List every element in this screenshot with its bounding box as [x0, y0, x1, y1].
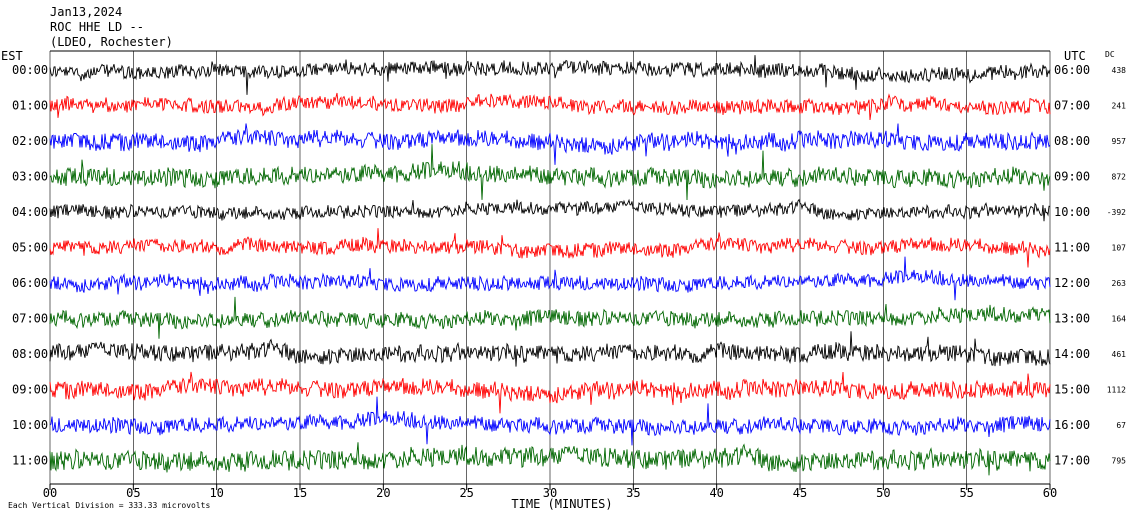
utc-hour-label: 12:00	[1054, 276, 1090, 290]
trace-row-0400	[49, 198, 1051, 222]
chart-date: Jan13,2024	[50, 5, 122, 19]
est-hour-label: 05:00	[12, 241, 48, 255]
right-timezone-label: UTC	[1064, 49, 1086, 63]
est-hour-label: 03:00	[12, 170, 48, 184]
dc-offset-value: 461	[1112, 350, 1127, 359]
x-tick-label: 35	[626, 486, 640, 500]
est-hour-label: 11:00	[12, 454, 48, 468]
dc-offset-value: 107	[1112, 244, 1127, 253]
dc-offset-value: 1112	[1107, 386, 1126, 395]
trace-row-0000	[49, 55, 1051, 95]
x-tick-label: 40	[709, 486, 723, 500]
x-tick-label: 55	[959, 486, 973, 500]
trace-row-0300	[49, 144, 1051, 201]
dc-offset-value: 67	[1116, 421, 1126, 430]
dc-column-header: DC	[1105, 50, 1115, 59]
dc-offset-value: 438	[1112, 66, 1127, 75]
dc-offset-value: 872	[1112, 173, 1127, 182]
x-tick-label: 25	[459, 486, 473, 500]
trace-row-0700	[49, 296, 1051, 339]
dc-offset-value: -392	[1107, 208, 1126, 217]
est-hour-label: 04:00	[12, 205, 48, 219]
trace-row-0500	[49, 228, 1051, 268]
x-tick-label: 45	[793, 486, 807, 500]
x-tick-label: 50	[876, 486, 890, 500]
dc-offset-value: 164	[1112, 315, 1127, 324]
dc-offset-value: 263	[1112, 279, 1127, 288]
est-hour-label: 07:00	[12, 312, 48, 326]
row-labels: 00:00 06:00 438 01:00 07:00 241 02:00 08:00 957 0…	[12, 63, 1126, 468]
x-tick-label: 15	[293, 486, 307, 500]
left-timezone-label: EST	[1, 49, 23, 63]
utc-hour-label: 16:00	[1054, 418, 1090, 432]
trace-row-1100	[49, 442, 1051, 476]
utc-hour-label: 07:00	[1054, 99, 1090, 113]
est-hour-label: 02:00	[12, 134, 48, 148]
x-tick-label: 05	[126, 486, 140, 500]
trace-row-0800	[49, 331, 1051, 367]
x-tick-label: 60	[1043, 486, 1057, 500]
utc-hour-label: 06:00	[1054, 63, 1090, 77]
x-axis-title: TIME (MINUTES)	[511, 497, 612, 511]
trace-row-1000	[49, 396, 1051, 446]
dc-offset-value: 241	[1112, 102, 1127, 111]
x-tick-label: 00	[43, 486, 57, 500]
dc-offset-value: 795	[1112, 457, 1127, 466]
x-tick-label: 30	[543, 486, 557, 500]
chart-station: ROC HHE LD --	[50, 20, 144, 34]
chart-institution: (LDEO, Rochester)	[50, 35, 173, 49]
footer-scale-note: Each Vertical Division = 333.33 microvol…	[8, 501, 210, 510]
utc-hour-label: 09:00	[1054, 170, 1090, 184]
utc-hour-label: 11:00	[1054, 241, 1090, 255]
est-hour-label: 00:00	[12, 63, 48, 77]
x-tick-label: 10	[209, 486, 223, 500]
utc-hour-label: 08:00	[1054, 134, 1090, 148]
time-gridlines	[49, 51, 1051, 484]
dc-offset-value: 957	[1112, 137, 1127, 146]
x-axis-ticks: 00 05 10 15 20 25 30 35 40 45 50 55 60	[43, 484, 1057, 500]
utc-hour-label: 14:00	[1054, 347, 1090, 361]
trace-row-0600	[49, 256, 1051, 301]
utc-hour-label: 13:00	[1054, 312, 1090, 326]
seismic-traces	[49, 55, 1051, 476]
trace-row-0100	[49, 92, 1051, 121]
est-hour-label: 10:00	[12, 418, 48, 432]
x-tick-label: 20	[376, 486, 390, 500]
est-hour-label: 06:00	[12, 276, 48, 290]
trace-row-0200	[49, 123, 1051, 165]
utc-hour-label: 17:00	[1054, 454, 1090, 468]
utc-hour-label: 15:00	[1054, 383, 1090, 397]
utc-hour-label: 10:00	[1054, 205, 1090, 219]
est-hour-label: 09:00	[12, 383, 48, 397]
est-hour-label: 08:00	[12, 347, 48, 361]
trace-row-0900	[49, 371, 1051, 414]
est-hour-label: 01:00	[12, 99, 48, 113]
